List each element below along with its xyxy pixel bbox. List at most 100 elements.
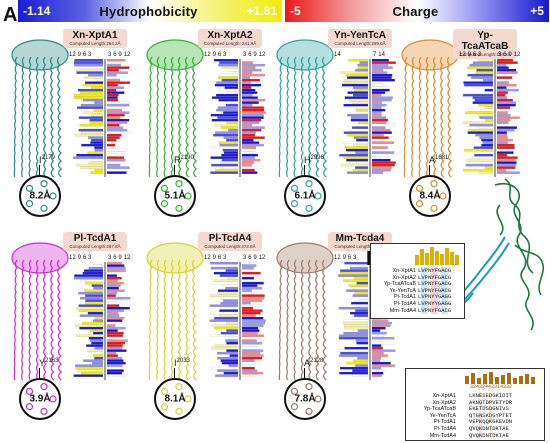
residue-cell: D <box>482 405 486 413</box>
residue-cell: K <box>485 411 489 419</box>
residue-cell: G <box>478 398 483 406</box>
residue-cell: V <box>421 293 425 301</box>
pore-diameter-circle: 8.1Å <box>154 378 196 420</box>
pore-ring-residues <box>290 180 322 212</box>
residue-cell: Y <box>431 267 435 274</box>
residue-cell: D <box>482 424 486 432</box>
protein-name: Pl-TcdA1 <box>73 233 117 244</box>
hydrophobicity-min: -1.14 <box>23 4 51 18</box>
residue-cell: Y <box>431 280 435 288</box>
residue-cell: L <box>418 273 422 281</box>
residue-cell: E <box>475 405 479 413</box>
residue-cell: A <box>441 267 445 274</box>
panel-label-a: A <box>3 4 18 26</box>
constriction-residue: A2128 <box>304 358 323 368</box>
residue-number: 2996 <box>310 155 324 161</box>
pore-profile-bars <box>209 262 266 380</box>
residue-cell: D <box>488 405 493 413</box>
constriction-residue: H2996 <box>304 155 324 165</box>
residue-cell: K <box>478 431 483 439</box>
residue-cell: V <box>492 398 496 406</box>
protein-panel: Xn-XptA2 Computed Length: 241.9Å 12 9 6 3 3… <box>140 25 270 225</box>
charge-ticks: 3 6 9 12 <box>108 255 131 261</box>
panel-b-sequences: LVPNYFGACG LVPNYFGACG LVPNYFGACG LVPNYFGACG… <box>418 267 452 314</box>
residue-cell: D <box>505 398 509 406</box>
protein-panel: Xn-XptA1 Computed Length:264.2Å 12 9 6 3 3 … <box>5 25 135 225</box>
residue-cell: D <box>505 418 509 426</box>
residue-letter: R <box>174 155 181 165</box>
residue-cell: Q <box>475 424 479 432</box>
residue-cell: Y <box>431 299 435 307</box>
residue-cell: T <box>478 405 483 413</box>
protein-name: Xn-XptA1 <box>72 30 118 41</box>
residue-number: 2163 <box>45 358 59 364</box>
residue-cell: L <box>418 299 422 307</box>
pore-ring-residues <box>160 383 192 415</box>
residue-cell: V <box>421 267 425 274</box>
residue-cell: V <box>421 280 425 288</box>
residue-cell: E <box>498 418 503 426</box>
residue-cell: K <box>488 418 493 426</box>
alignment-name: Ye-YenTcA <box>389 287 416 294</box>
residue-cell: P <box>475 418 479 426</box>
residue-cell: K <box>472 398 476 406</box>
hydrophobicity-max: +1.81 <box>246 4 277 18</box>
residue-cell: V <box>502 418 506 426</box>
residue-cell: P <box>424 280 428 288</box>
residue-number: 2190 <box>180 155 194 161</box>
charge-max: +5 <box>530 4 544 18</box>
pore-diameter-circle: 8.2Å <box>19 175 61 217</box>
protein-name-box: Xn-XptA1 Computed Length:264.2Å <box>63 29 127 48</box>
residue-cell: F <box>434 267 438 274</box>
alignment-name: Yp-TcaATcaB <box>423 406 456 413</box>
constriction-residue: A1681 <box>429 155 448 165</box>
charge-ticks: 3 6 9 12 <box>243 52 266 58</box>
residue-cell: P <box>498 411 503 419</box>
alignment-name: Pl-TcdA1 <box>393 294 416 301</box>
hydrophobicity-scale: -1.14 Hydrophobicity +1.81 <box>18 0 282 22</box>
pore-diameter-value: 6.1Å <box>294 190 316 202</box>
residue-cell: G <box>492 411 496 419</box>
residue-cell: S <box>482 411 486 419</box>
alignment-name: Pl-TcdA1 <box>433 419 456 426</box>
residue-cell: N <box>427 306 432 314</box>
residue-cell: T <box>482 398 486 406</box>
residue-cell: L <box>418 293 422 301</box>
residue-cell: F <box>434 273 438 281</box>
pore-connector <box>429 165 430 175</box>
pore-profile-bars <box>339 59 396 177</box>
protein-name-box: Pl-TcdA1 Computed Length:287.8Å <box>63 232 127 251</box>
residue-cell: E <box>469 405 473 413</box>
residue-cell: R <box>508 398 513 406</box>
panel-c-logo-numbers: 32432443314332 <box>470 384 513 390</box>
protein-name-box: Yp-TcaATcaB Computed Length:264.2Å <box>453 29 517 59</box>
alignment-sequence: AKNGTDPVETYDR <box>469 398 513 407</box>
residue-letter: H <box>304 155 311 165</box>
residue-cell: Q <box>482 418 486 426</box>
constriction-residue: R2190 <box>174 155 194 165</box>
alignment-sequence: LVPNYYGAGG <box>418 293 452 301</box>
residue-cell: L <box>418 286 422 294</box>
residue-cell: D <box>492 431 496 439</box>
pore-diameter-value: 3.9Å <box>29 393 51 405</box>
residue-cell: P <box>424 273 428 281</box>
residue-cell: V <box>469 418 473 426</box>
residue-cell: D <box>488 392 493 399</box>
alignment-sequence: LVPNYYGAGG <box>418 299 452 308</box>
alignment-name: Xn-XptA1 <box>392 268 416 274</box>
residue-cell: L <box>418 306 422 314</box>
residue-cell: G <box>447 286 452 294</box>
residue-cell: G <box>447 267 452 274</box>
panel-b-sequence-logo <box>415 247 459 265</box>
alignment-name: Mm-TcdA4 <box>429 432 456 439</box>
computed-length: Computed Length:264.2Å <box>69 41 121 46</box>
residue-cell: T <box>488 424 493 432</box>
constriction-residue: I2179 <box>39 155 55 165</box>
residue-cell: Y <box>495 411 499 419</box>
residue-cell: G <box>447 273 452 281</box>
residue-cell: N <box>427 267 432 274</box>
residue-cell: E <box>485 392 489 399</box>
residue-cell: G <box>447 280 452 288</box>
residue-cell: Q <box>469 431 473 439</box>
residue-letter: A <box>304 358 311 368</box>
